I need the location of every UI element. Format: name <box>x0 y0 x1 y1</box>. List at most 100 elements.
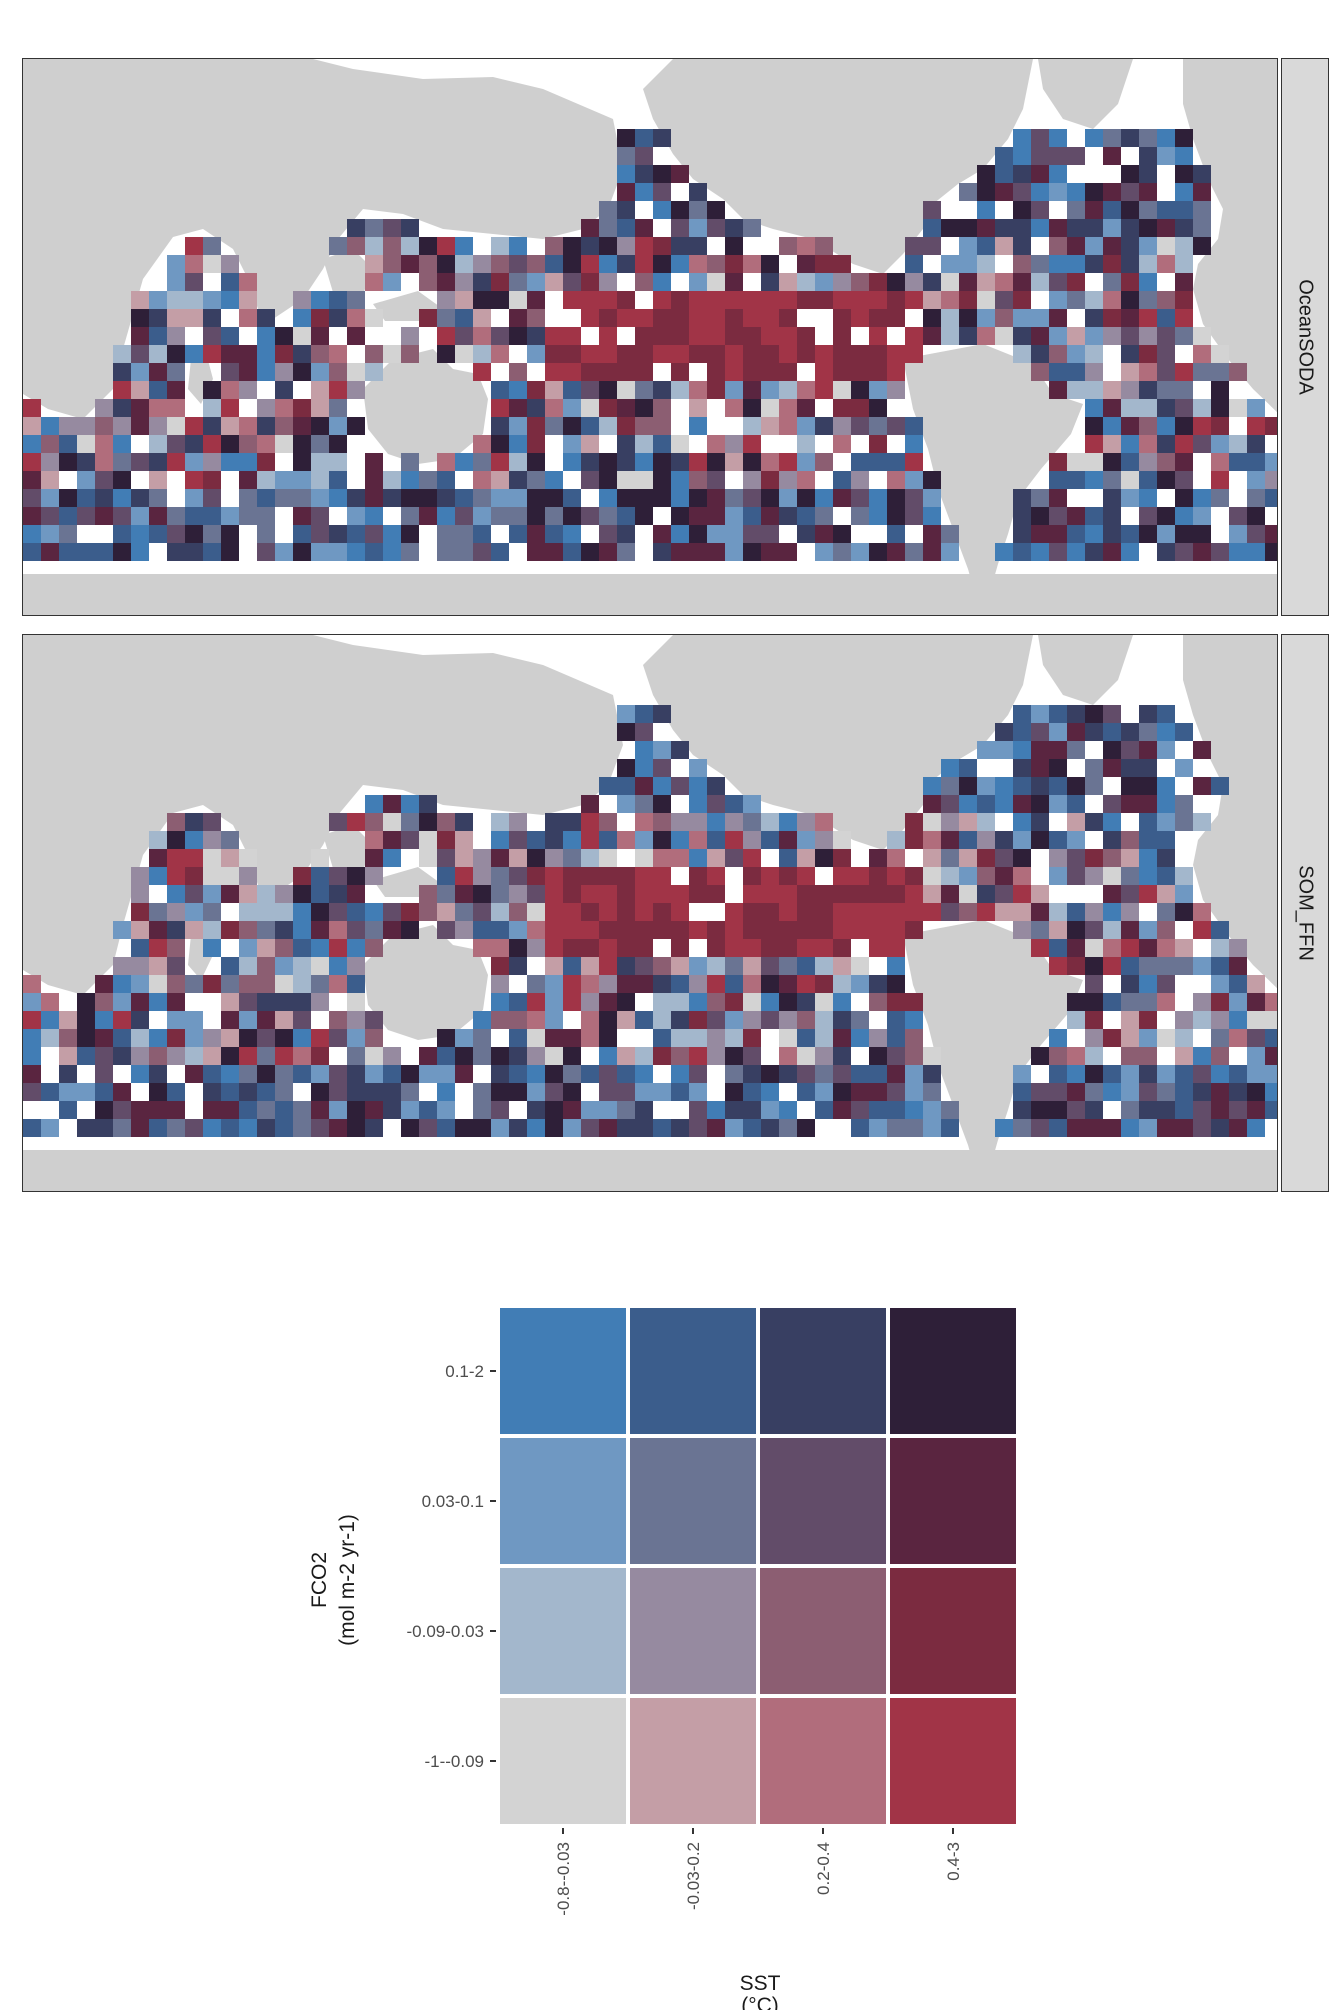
facet-strip-oceansoda: OceanSODA <box>1281 58 1329 616</box>
flux-cell <box>293 471 311 489</box>
flux-cell <box>437 255 455 273</box>
flux-cell <box>1013 525 1031 543</box>
flux-cell <box>1103 813 1121 831</box>
flux-cell <box>617 903 635 921</box>
flux-cell <box>743 867 761 885</box>
flux-cell <box>635 183 653 201</box>
flux-cell <box>977 795 995 813</box>
flux-cell <box>221 867 239 885</box>
flux-cell <box>1157 327 1175 345</box>
flux-cell <box>725 813 743 831</box>
flux-cell <box>1139 237 1157 255</box>
flux-cell <box>545 381 563 399</box>
flux-cell <box>653 1083 671 1101</box>
flux-cell <box>257 939 275 957</box>
flux-cell <box>671 921 689 939</box>
flux-cell <box>1247 1011 1265 1029</box>
flux-cell <box>257 471 275 489</box>
flux-cell <box>959 327 977 345</box>
flux-cell <box>1085 957 1103 975</box>
flux-cell <box>1211 921 1229 939</box>
flux-cell <box>473 309 491 327</box>
flux-cell <box>743 1083 761 1101</box>
flux-cell <box>959 255 977 273</box>
flux-cell <box>905 237 923 255</box>
flux-cell <box>1013 1065 1031 1083</box>
flux-cell <box>131 399 149 417</box>
flux-cell <box>527 921 545 939</box>
flux-cell <box>815 849 833 867</box>
flux-cell <box>869 327 887 345</box>
flux-cell <box>761 1101 779 1119</box>
flux-cell <box>491 1119 509 1137</box>
flux-cell <box>41 525 59 543</box>
flux-cell <box>419 813 437 831</box>
flux-cell <box>1103 723 1121 741</box>
flux-cell <box>1139 201 1157 219</box>
land-polygon <box>23 59 623 419</box>
flux-cell <box>131 885 149 903</box>
flux-cell <box>779 507 797 525</box>
flux-cell <box>1139 993 1157 1011</box>
flux-cell <box>1193 741 1211 759</box>
flux-cell <box>905 291 923 309</box>
flux-cell <box>707 345 725 363</box>
flux-cell <box>365 903 383 921</box>
flux-cell <box>23 507 41 525</box>
flux-cell <box>1103 327 1121 345</box>
flux-cell <box>1103 1119 1121 1137</box>
flux-cell <box>113 957 131 975</box>
flux-cell <box>149 345 167 363</box>
flux-cell <box>1157 453 1175 471</box>
flux-cell <box>617 867 635 885</box>
flux-cell <box>455 1119 473 1137</box>
flux-cell <box>347 1119 365 1137</box>
flux-cell <box>905 813 923 831</box>
flux-cell <box>1121 183 1139 201</box>
flux-cell <box>365 795 383 813</box>
flux-cell <box>653 453 671 471</box>
flux-cell <box>1031 705 1049 723</box>
flux-cell <box>1067 363 1085 381</box>
flux-cell <box>779 453 797 471</box>
flux-cell <box>671 201 689 219</box>
flux-cell <box>509 885 527 903</box>
flux-cell <box>815 543 833 561</box>
flux-cell <box>275 1119 293 1137</box>
flux-cell <box>761 471 779 489</box>
flux-cell <box>923 867 941 885</box>
flux-cell <box>1157 795 1175 813</box>
flux-cell <box>347 1065 365 1083</box>
flux-cell <box>851 399 869 417</box>
flux-cell <box>923 1047 941 1065</box>
flux-cell <box>563 867 581 885</box>
flux-cell <box>635 399 653 417</box>
flux-cell <box>761 885 779 903</box>
flux-cell <box>185 255 203 273</box>
flux-cell <box>815 1011 833 1029</box>
flux-cell <box>617 255 635 273</box>
flux-cell <box>689 309 707 327</box>
flux-cell <box>1229 435 1247 453</box>
flux-cell <box>95 489 113 507</box>
flux-cell <box>617 471 635 489</box>
flux-cell <box>833 975 851 993</box>
flux-cell <box>1157 723 1175 741</box>
flux-cell <box>869 903 887 921</box>
land-polygon <box>1038 59 1133 129</box>
flux-cell <box>869 993 887 1011</box>
flux-cell <box>617 525 635 543</box>
flux-cell <box>1157 507 1175 525</box>
flux-cell <box>923 273 941 291</box>
flux-cell <box>473 489 491 507</box>
flux-cell <box>275 363 293 381</box>
flux-cell <box>23 489 41 507</box>
flux-cell <box>491 1047 509 1065</box>
flux-cell <box>1175 1119 1193 1137</box>
flux-cell <box>743 543 761 561</box>
flux-cell <box>131 291 149 309</box>
flux-cell <box>59 435 77 453</box>
flux-cell <box>1067 327 1085 345</box>
flux-cell <box>1157 417 1175 435</box>
flux-cell <box>1193 489 1211 507</box>
